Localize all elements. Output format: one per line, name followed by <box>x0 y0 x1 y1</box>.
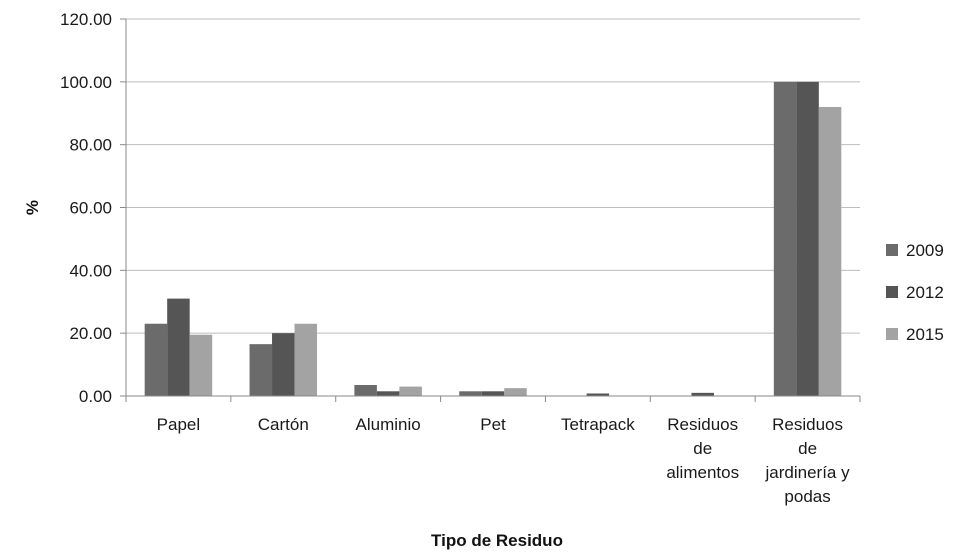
legend-label-2009: 2009 <box>906 241 944 260</box>
x-category-label-line: de <box>798 439 817 458</box>
x-category-label-line: Residuos <box>667 415 738 434</box>
legend-label-2012: 2012 <box>906 283 944 302</box>
x-axis: Papel Cartón Aluminio Pet Tetrapack Residuos d… <box>125 395 861 506</box>
bar-2009-6 <box>773 81 797 396</box>
bar-2012-5 <box>691 392 714 396</box>
bar-2012-2 <box>376 391 400 396</box>
x-category-label-line: alimentos <box>666 463 739 482</box>
bars <box>144 81 842 396</box>
legend-swatch-2015 <box>886 328 898 340</box>
x-category-label: Papel <box>157 415 200 434</box>
bar-2009-0 <box>144 323 168 396</box>
bar-2012-3 <box>481 391 505 396</box>
y-axis: 0.00 20.00 40.00 60.00 80.00 100.00 120.00 <box>60 10 127 406</box>
x-category-label-line: Cartón <box>258 415 309 434</box>
y-tick-label: 0.00 <box>79 387 112 406</box>
x-category-label: Aluminio <box>356 415 421 434</box>
bar-2015-6 <box>818 106 842 396</box>
bar-2015-2 <box>399 386 422 396</box>
y-tick-label: 20.00 <box>69 324 112 343</box>
bar-2012-4 <box>586 393 610 396</box>
x-category-label: Residuos de alimentos <box>666 415 739 482</box>
x-category-label: Tetrapack <box>561 415 635 434</box>
y-tick-label: 40.00 <box>69 261 112 280</box>
x-category-label-line: Pet <box>480 415 506 434</box>
bar-2015-0 <box>189 334 213 396</box>
x-category-label-line: de <box>693 439 712 458</box>
x-category-label: Residuos de jardinería y podas <box>765 415 851 506</box>
y-axis-title: % <box>23 200 42 215</box>
x-axis-title: Tipo de Residuo <box>431 531 563 550</box>
legend-swatch-2009 <box>886 244 898 256</box>
legend-swatch-2012 <box>886 286 898 298</box>
x-category-label-line: Residuos <box>772 415 843 434</box>
bar-2009-2 <box>354 385 377 396</box>
x-category-label: Cartón <box>258 415 309 434</box>
x-category-label-line: podas <box>784 487 830 506</box>
x-category-label-line: Papel <box>157 415 200 434</box>
legend-label-2015: 2015 <box>906 325 944 344</box>
bar-2012-6 <box>796 81 819 396</box>
bar-2012-0 <box>167 298 190 396</box>
x-category-label-line: Aluminio <box>356 415 421 434</box>
y-tick-label: 100.00 <box>60 73 112 92</box>
y-tick-label: 60.00 <box>69 199 112 218</box>
y-tick-label: 120.00 <box>60 10 112 29</box>
bar-2009-1 <box>249 344 273 396</box>
bar-2012-1 <box>272 333 295 396</box>
x-category-label-line: Tetrapack <box>561 415 635 434</box>
bar-2015-3 <box>504 388 527 396</box>
y-tick-label: 80.00 <box>69 136 112 155</box>
bar-2009-3 <box>459 391 482 396</box>
x-category-label-line: jardinería y <box>765 463 851 482</box>
x-category-label: Pet <box>480 415 506 434</box>
legend: 2009 2012 2015 <box>886 241 944 344</box>
bar-2015-1 <box>294 323 318 396</box>
gridlines <box>126 18 860 334</box>
